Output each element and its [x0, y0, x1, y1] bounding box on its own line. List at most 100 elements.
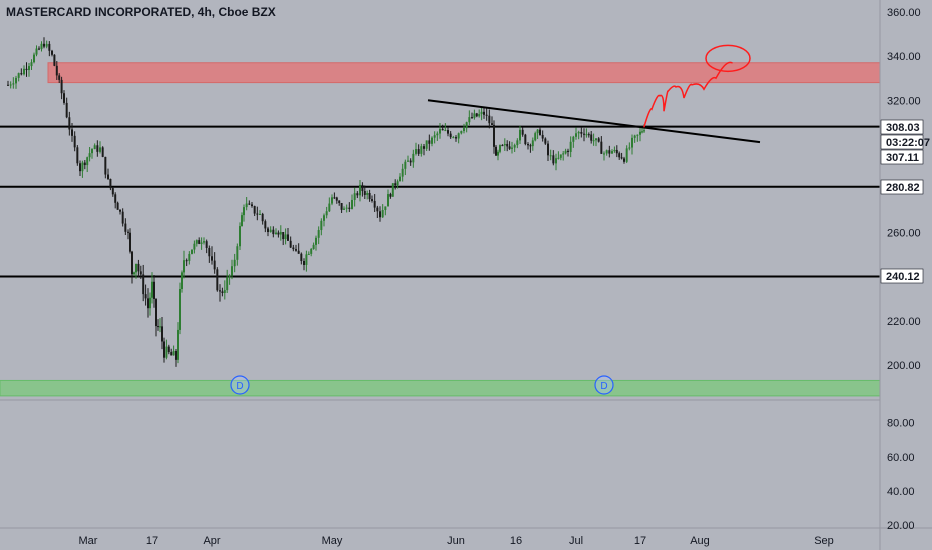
candle-body — [137, 263, 140, 272]
price-tags-layer: 308.03 03:22:07 307.11 280.82 240.12 — [880, 119, 930, 284]
time-axis-label: May — [322, 535, 343, 547]
candle-body — [208, 247, 211, 257]
candle-body — [114, 194, 117, 203]
candle-body — [636, 134, 639, 136]
candle-body — [264, 221, 267, 229]
price-tag-label: 280.82 — [886, 182, 920, 194]
candle-body — [147, 298, 149, 309]
candle-body — [488, 115, 491, 124]
candle-body — [608, 150, 611, 154]
candle-body — [452, 137, 455, 139]
price-tag-box — [880, 119, 924, 135]
candle-body — [315, 237, 317, 245]
candle-body — [495, 146, 497, 156]
price-tag-label: 307.11 — [886, 152, 919, 164]
candle-body — [580, 132, 583, 134]
candle-body — [381, 210, 384, 218]
price-tag-label: 240.12 — [886, 271, 920, 283]
candle-body — [373, 200, 376, 208]
price-tag-box — [880, 179, 924, 195]
candle-body — [179, 289, 181, 330]
candle-body — [121, 211, 124, 224]
candle-body — [51, 50, 53, 55]
candle-body — [267, 228, 269, 233]
candle-body — [497, 151, 499, 156]
candle-body — [228, 275, 231, 278]
candle-body — [287, 234, 289, 241]
candle-body — [193, 243, 196, 250]
candle-body — [575, 133, 577, 137]
candle-body — [185, 260, 188, 262]
candle-body — [569, 141, 572, 152]
candle-body — [300, 253, 303, 262]
candle-body — [99, 147, 101, 152]
candle-body — [493, 124, 495, 147]
candle-body — [562, 153, 565, 155]
candle-body — [325, 211, 328, 216]
price-axis-label: 260.00 — [887, 228, 921, 240]
candle-body — [131, 251, 133, 275]
candle-body — [312, 244, 315, 250]
candle-body — [351, 199, 353, 209]
candle-body — [269, 229, 272, 233]
price-axis[interactable]: 360.00340.00320.00300.00280.00260.00240.… — [887, 7, 921, 532]
candle-body — [157, 326, 159, 328]
candle-body — [457, 133, 460, 139]
candle-body — [547, 143, 549, 156]
candle-body — [7, 84, 9, 86]
candle-body — [409, 160, 412, 163]
candle-body — [256, 213, 259, 215]
candle-body — [639, 131, 641, 135]
candle-body — [323, 215, 325, 221]
candle-body — [155, 298, 157, 327]
candle-body — [379, 211, 381, 218]
candle-body — [394, 183, 397, 186]
candle-body — [275, 232, 277, 235]
candle-body — [506, 143, 509, 147]
candle-body — [129, 232, 131, 252]
candle-body — [239, 226, 241, 247]
candle-body — [539, 129, 541, 135]
candle-body — [170, 352, 173, 356]
candle-body — [38, 48, 40, 50]
candle-body — [175, 350, 177, 360]
candle-body — [20, 73, 23, 75]
chart-title: MASTERCARD INCORPORATED, 4h, Cboe BZX — [6, 5, 276, 19]
candle-body — [149, 297, 151, 309]
candle-body — [63, 93, 65, 103]
candle-body — [371, 199, 373, 201]
candle-body — [211, 256, 213, 261]
time-axis-label: 17 — [146, 535, 158, 547]
candle-body — [536, 129, 539, 134]
candle-body — [284, 234, 287, 240]
candle-body — [119, 209, 121, 212]
dividend-marker-0 — [230, 375, 250, 395]
candle-body — [272, 229, 275, 235]
candle-body — [401, 168, 404, 177]
candle-body — [91, 149, 93, 154]
candle-body — [181, 272, 183, 290]
candle-body — [96, 145, 99, 152]
time-axis[interactable]: Mar 17 Apr May Jun 16 Jul 17 Aug Sep — [79, 535, 834, 547]
candle-body — [557, 157, 560, 159]
candle-body — [455, 137, 457, 139]
candle-body — [412, 153, 415, 163]
indicator-axis-label: 20.00 — [887, 520, 915, 532]
candle-body — [163, 341, 165, 358]
candle-body — [104, 156, 107, 175]
candle-body — [200, 242, 203, 244]
candle-body — [544, 138, 547, 144]
candle-body — [387, 194, 389, 207]
candle-body — [534, 133, 537, 141]
candle-body — [177, 329, 179, 360]
candle-body — [597, 138, 600, 142]
candle-body — [583, 133, 585, 135]
candle-body — [404, 161, 407, 169]
time-axis-label: Jul — [569, 535, 583, 547]
candle-body — [213, 260, 216, 270]
candle-body — [516, 140, 519, 146]
time-axis-label: Apr — [203, 535, 220, 547]
candle-body — [431, 137, 433, 144]
